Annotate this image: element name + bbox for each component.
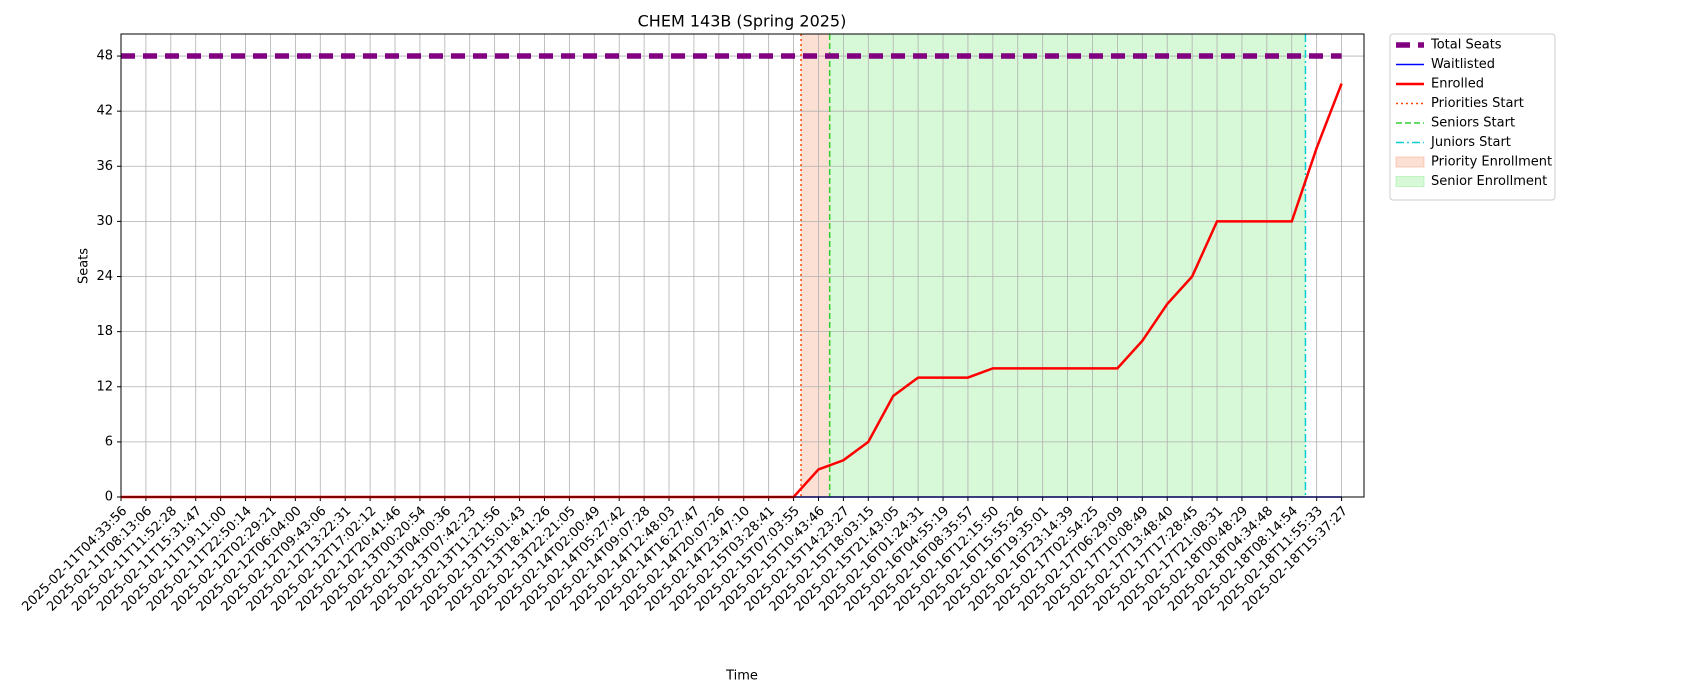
legend-label: Total Seats xyxy=(1430,38,1502,53)
legend-label: Priorities Start xyxy=(1431,96,1524,111)
x-axis-label: Time xyxy=(725,669,758,684)
span xyxy=(801,34,830,497)
y-axis-label: Seats xyxy=(77,248,92,284)
legend-label: Seniors Start xyxy=(1431,116,1515,131)
legend-label: Senior Enrollment xyxy=(1431,174,1547,189)
legend-swatch xyxy=(1395,156,1425,168)
y-tick-label: 36 xyxy=(96,159,113,174)
y-tick-label: 12 xyxy=(96,379,113,394)
legend-label: Priority Enrollment xyxy=(1431,155,1552,170)
legend-box xyxy=(1389,33,1556,201)
y-tick-label: 48 xyxy=(96,49,113,64)
y-tick-label: 6 xyxy=(105,434,113,449)
legend-swatch xyxy=(1395,176,1425,187)
plot-frame xyxy=(120,33,1365,498)
y-tick-label: 42 xyxy=(96,104,113,119)
y-tick-label: 0 xyxy=(105,490,113,505)
legend-label: Enrolled xyxy=(1431,77,1484,92)
y-tick-label: 24 xyxy=(96,269,113,284)
y-tick-label: 30 xyxy=(96,214,113,229)
legend-label: Juniors Start xyxy=(1430,135,1511,150)
legend-label: Waitlisted xyxy=(1431,57,1495,72)
y-tick-label: 18 xyxy=(96,324,113,339)
chart-title: CHEM 143B (Spring 2025) xyxy=(638,12,847,31)
